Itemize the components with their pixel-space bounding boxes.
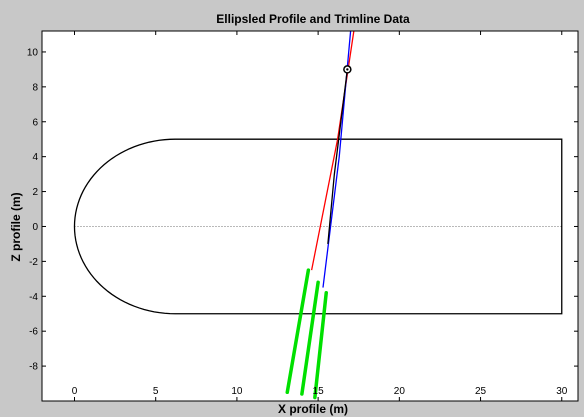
- y-tick-label: -2: [29, 257, 38, 268]
- y-axis-title: Z profile (m): [9, 192, 23, 261]
- data-layer: [73, 31, 563, 400]
- y-tick-label: 10: [27, 47, 39, 58]
- y-tick-label: -8: [29, 362, 38, 373]
- x-tick-label: 20: [394, 386, 406, 397]
- y-tick-label: 0: [32, 222, 38, 233]
- series-line-black: [327, 69, 349, 244]
- marker-point-center: [346, 68, 349, 71]
- x-tick-label: 0: [72, 386, 78, 397]
- y-tick-label: 8: [32, 82, 38, 93]
- x-tick-label: 15: [313, 386, 325, 397]
- tick-layer: 0 5 10 15 20 25 30 -8 -6 -4 -2 0 2 4 6 8 10: [27, 31, 578, 401]
- y-tick-label: 2: [32, 187, 38, 198]
- x-tick-label: 5: [153, 386, 159, 397]
- trimline-3: [313, 291, 328, 400]
- y-tick-label: -4: [29, 292, 38, 303]
- x-tick-label: 10: [231, 386, 243, 397]
- y-tick-label: -6: [29, 327, 38, 338]
- axes-frame: [41, 30, 579, 402]
- x-tick-label: 30: [556, 386, 568, 397]
- x-tick-label: 25: [475, 386, 487, 397]
- y-tick-label: 6: [32, 117, 38, 128]
- y-tick-label: 4: [32, 152, 38, 163]
- ellipsled-profile: [73, 138, 563, 315]
- x-axis-title: X profile (m): [278, 402, 348, 416]
- chart-title: Ellipsled Profile and Trimline Data: [216, 12, 410, 26]
- trimline-2: [300, 280, 320, 396]
- trimline-1: [285, 268, 311, 395]
